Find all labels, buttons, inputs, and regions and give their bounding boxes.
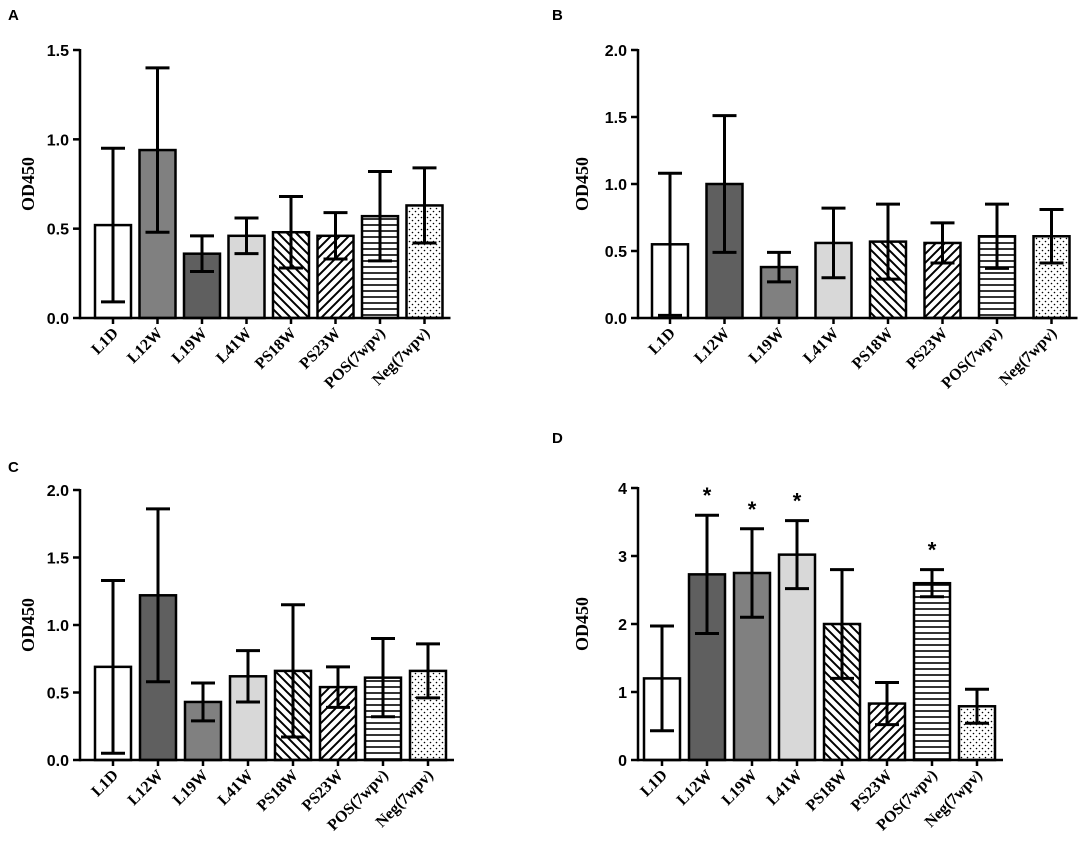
category-label: L41W	[800, 325, 842, 367]
y-tick-label: 1.0	[47, 618, 69, 635]
y-tick-label: 0.5	[47, 686, 69, 703]
category-label: PS18W	[849, 325, 897, 373]
y-axis-title: OD450	[18, 598, 38, 652]
y-tick-label: 0.5	[605, 244, 627, 261]
significance-marker: *	[793, 489, 802, 514]
significance-marker: *	[748, 497, 757, 522]
category-label: L1D	[88, 767, 121, 800]
y-tick-label: 1.5	[47, 43, 69, 60]
category-label: PS18W	[252, 325, 300, 373]
panel-d: DOD45001234L1D*L12W*L19W*L41WPS18WPS23W*…	[552, 430, 1003, 834]
category-label: L1D	[645, 325, 678, 358]
category-label: L12W	[691, 325, 733, 367]
y-tick-label: 2.0	[605, 43, 627, 60]
category-label: L41W	[764, 767, 806, 809]
y-tick-label: 0.0	[47, 753, 69, 770]
category-label: PS18W	[254, 767, 302, 815]
category-label: PS23W	[903, 325, 951, 373]
category-label: Neg(7wpv)	[996, 325, 1060, 389]
y-tick-label: 1	[618, 685, 627, 702]
y-tick-label: 4	[618, 481, 627, 498]
y-tick-label: 1.0	[47, 132, 69, 149]
panel-c: C OD450 0.0 0.5 1.0 1.5 2.0 L1D L12W L19W L41WPS18…	[8, 459, 454, 834]
y-axis-title: OD450	[572, 597, 592, 651]
y-axis-title: OD450	[572, 157, 592, 211]
y-tick-label: 0.0	[605, 311, 627, 328]
y-tick-label: 1.5	[47, 551, 69, 568]
category-label: L12W	[124, 325, 166, 367]
panel-letter: D	[552, 430, 563, 447]
y-tick-label: 2.0	[47, 483, 69, 500]
y-axis-title: OD450	[18, 157, 38, 211]
category-label: L19W	[170, 767, 212, 809]
y-tick-label: 3	[618, 549, 627, 566]
y-tick-label: 2	[618, 617, 627, 634]
category-label: L19W	[719, 767, 761, 809]
category-label: L41W	[213, 325, 255, 367]
category-label: L12W	[674, 767, 716, 809]
category-label: PS18W	[803, 767, 851, 815]
significance-marker: *	[703, 483, 712, 508]
panel-letter: A	[8, 7, 19, 24]
y-tick-label: 1.5	[605, 110, 627, 127]
bar	[271, 230, 311, 320]
y-tick-label: 1.0	[605, 177, 627, 194]
y-tick-label: 0.5	[47, 222, 69, 239]
category-label: L1D	[637, 767, 670, 800]
panel-letter: B	[552, 7, 563, 24]
category-label: L1D	[88, 325, 121, 358]
category-label: L19W	[169, 325, 211, 367]
category-label: L12W	[125, 767, 167, 809]
panel-b: B OD450 0.0 0.5 1.0 1.5 2.0 L1D L12W L19W L41W PS18…	[552, 7, 1078, 392]
y-tick-label: 0.0	[47, 311, 69, 328]
bar	[912, 581, 952, 762]
y-tick-label: 0	[618, 753, 627, 770]
category-label: L19W	[746, 325, 788, 367]
panel-letter: C	[8, 459, 19, 476]
significance-marker: *	[928, 538, 937, 563]
category-label: L41W	[215, 767, 257, 809]
